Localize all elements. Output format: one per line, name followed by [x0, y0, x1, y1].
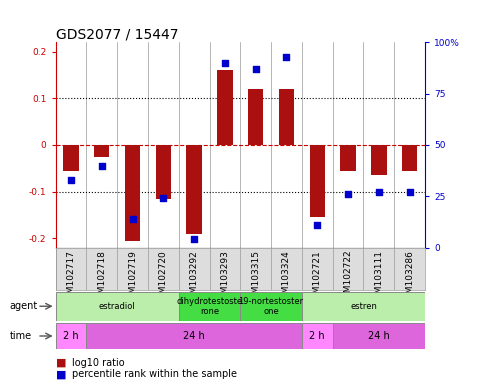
Point	[406, 189, 413, 195]
Bar	[94, 145, 110, 157]
Text: percentile rank within the sample: percentile rank within the sample	[72, 369, 238, 379]
Bar	[125, 145, 140, 241]
Bar	[56, 323, 86, 349]
Text: GSM103293: GSM103293	[220, 250, 229, 305]
Point	[252, 66, 259, 72]
Text: 2 h: 2 h	[63, 331, 79, 341]
Point	[190, 237, 198, 243]
Point	[313, 222, 321, 228]
Bar	[302, 292, 425, 321]
Bar	[86, 323, 302, 349]
Text: 19-nortestoster
one: 19-nortestoster one	[239, 296, 304, 316]
Bar	[56, 292, 179, 321]
Text: 24 h: 24 h	[183, 331, 205, 341]
Text: ■: ■	[56, 358, 66, 368]
Text: GSM103111: GSM103111	[374, 250, 384, 305]
Text: time: time	[10, 331, 32, 341]
Text: estradiol: estradiol	[99, 302, 136, 311]
Bar	[402, 145, 417, 170]
Point	[375, 189, 383, 195]
Point	[221, 60, 229, 66]
Text: GSM102717: GSM102717	[67, 250, 75, 305]
Bar	[302, 323, 333, 349]
Text: GSM102722: GSM102722	[343, 250, 353, 305]
Bar	[217, 70, 233, 145]
Text: GSM103324: GSM103324	[282, 250, 291, 305]
Text: estren: estren	[350, 302, 377, 311]
Text: 2 h: 2 h	[310, 331, 325, 341]
Text: GSM102719: GSM102719	[128, 250, 137, 305]
Bar	[279, 89, 294, 145]
Point	[344, 191, 352, 197]
Bar	[241, 292, 302, 321]
Bar	[186, 145, 202, 234]
Text: GSM103286: GSM103286	[405, 250, 414, 305]
Bar	[179, 292, 240, 321]
Bar	[248, 89, 263, 145]
Bar	[310, 145, 325, 217]
Text: dihydrotestoste
rone: dihydrotestoste rone	[176, 296, 242, 316]
Text: GSM103315: GSM103315	[251, 250, 260, 305]
Point	[283, 53, 290, 60]
Bar	[333, 323, 425, 349]
Text: ■: ■	[56, 369, 66, 379]
Text: GSM103292: GSM103292	[190, 250, 199, 305]
Bar	[156, 145, 171, 199]
Point	[128, 216, 136, 222]
Text: GSM102721: GSM102721	[313, 250, 322, 305]
Text: agent: agent	[10, 301, 38, 311]
Text: 24 h: 24 h	[368, 331, 390, 341]
Text: GSM102718: GSM102718	[97, 250, 106, 305]
Point	[98, 162, 106, 169]
Bar	[341, 145, 356, 170]
Text: GSM102720: GSM102720	[159, 250, 168, 305]
Bar	[371, 145, 386, 175]
Text: GDS2077 / 15447: GDS2077 / 15447	[56, 27, 178, 41]
Point	[159, 195, 167, 202]
Text: log10 ratio: log10 ratio	[72, 358, 125, 368]
Bar	[63, 145, 79, 170]
Point	[67, 177, 75, 183]
